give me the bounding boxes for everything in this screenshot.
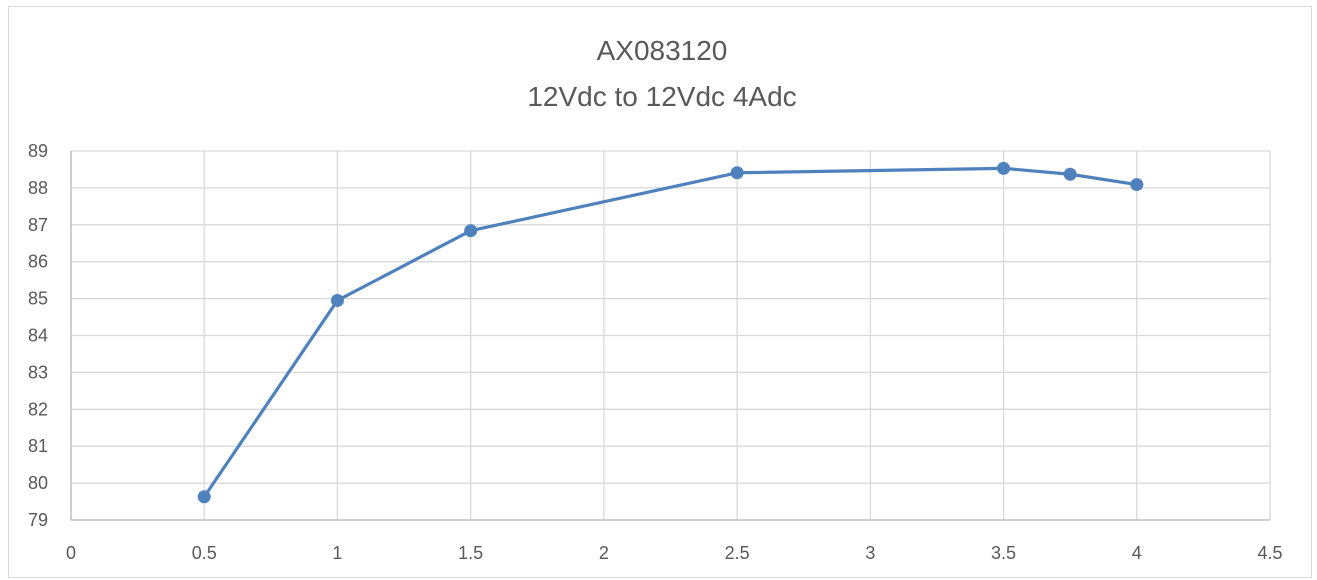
y-tick-label-6: 85 <box>28 289 48 309</box>
x-tick-label-3: 1.5 <box>458 543 483 563</box>
y-tick-label-2: 81 <box>28 436 48 456</box>
y-tick-label-4: 83 <box>28 362 48 382</box>
x-tick-labels: 0 0.5 1 1.5 2 2.5 3 3.5 4 4.5 <box>66 543 1283 563</box>
grid-layer <box>71 150 1271 520</box>
x-tick-label-7: 3.5 <box>991 543 1016 563</box>
x-tick-label-9: 4.5 <box>1257 543 1282 563</box>
y-tick-label-5: 84 <box>28 326 48 346</box>
series-layer <box>197 161 1144 504</box>
y-tick-label-7: 86 <box>28 252 48 272</box>
data-point-0-5 <box>1063 167 1077 181</box>
x-tick-label-4: 2 <box>599 543 609 563</box>
chart-subtitle: 12Vdc to 12Vdc 4Adc <box>527 81 796 112</box>
x-tick-label-8: 4 <box>1132 543 1142 563</box>
x-tick-label-2: 1 <box>332 543 342 563</box>
data-point-0-0 <box>197 490 211 504</box>
y-tick-labels: 79 80 81 82 83 84 85 86 87 88 89 <box>28 141 48 530</box>
y-tick-label-8: 87 <box>28 215 48 235</box>
x-tick-label-6: 3 <box>865 543 875 563</box>
data-point-0-1 <box>330 293 344 307</box>
x-tick-label-1: 0.5 <box>192 543 217 563</box>
x-tick-label-5: 2.5 <box>725 543 750 563</box>
y-tick-label-1: 80 <box>28 473 48 493</box>
y-tick-label-3: 82 <box>28 399 48 419</box>
data-point-0-3 <box>730 166 744 180</box>
data-point-0-4 <box>997 161 1011 175</box>
x-tick-label-0: 0 <box>66 543 76 563</box>
data-point-0-6 <box>1130 178 1144 192</box>
chart-title: AX083120 <box>597 35 728 66</box>
y-tick-label-9: 88 <box>28 178 48 198</box>
data-point-0-2 <box>464 224 478 238</box>
y-tick-label-0: 79 <box>28 510 48 530</box>
axis-layer <box>70 151 1270 521</box>
y-tick-label-10: 89 <box>28 141 48 161</box>
series-line-0 <box>202 166 1139 499</box>
